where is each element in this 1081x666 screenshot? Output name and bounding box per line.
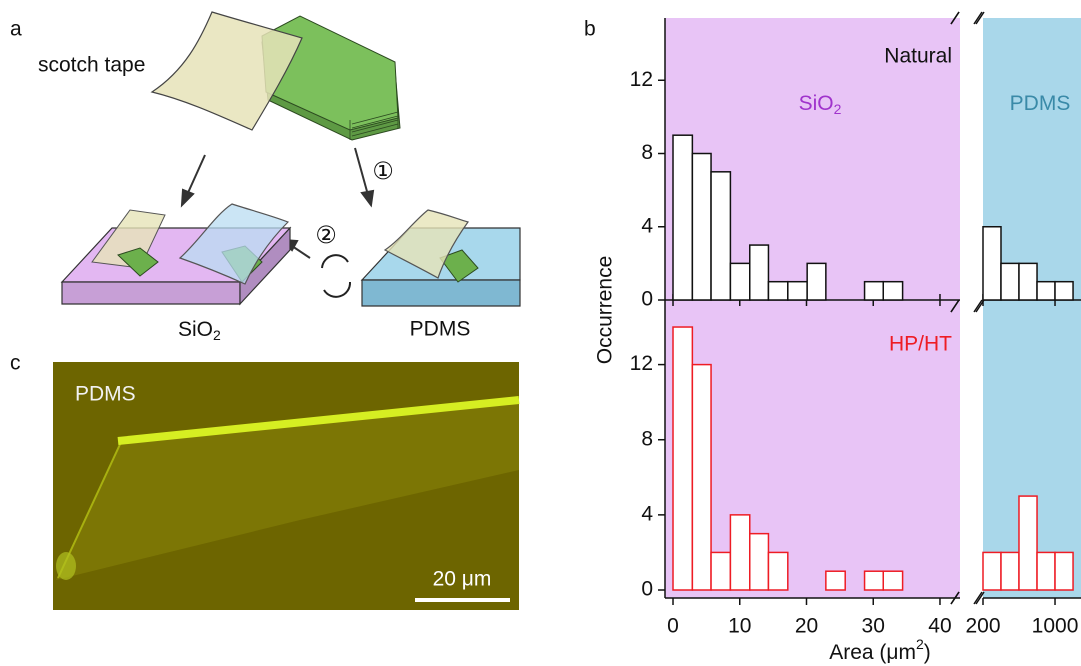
step-label: ②: [315, 221, 337, 249]
substrate-label: SiO: [178, 318, 213, 341]
histogram-bar: [710, 551, 732, 591]
substrate-label: SiO2: [178, 318, 221, 343]
x-tick-label: 20: [795, 615, 818, 638]
x-tick-label: 1000: [1032, 615, 1079, 638]
region-label: SiO2: [799, 92, 842, 117]
substrate-label: PDMS: [410, 318, 471, 341]
axis-break: [973, 11, 983, 25]
histogram-bar: [982, 226, 1002, 301]
histogram-bar: [1018, 495, 1038, 591]
panel-label: b: [584, 18, 596, 41]
y-tick-label: 8: [641, 141, 653, 164]
scale-bar-label: 20 μm: [433, 568, 492, 591]
histogram-bar: [1036, 280, 1056, 301]
x-axis-label: Area (μm2): [829, 636, 931, 664]
region-background: [665, 18, 960, 598]
panel-label: a: [10, 18, 22, 41]
x-axis-label: Area (μm: [829, 641, 916, 664]
histogram-bar: [787, 280, 808, 301]
y-tick-label: 8: [641, 427, 653, 450]
micrograph-label: PDMS: [75, 383, 136, 406]
y-tick-label: 0: [641, 578, 653, 601]
histogram-bar: [749, 244, 770, 301]
x-tick-label: 40: [928, 615, 951, 638]
histogram-bar: [1054, 551, 1074, 591]
histogram-bar: [672, 326, 694, 591]
substrate-label-sub: 2: [213, 327, 221, 343]
x-tick-label: 0: [667, 615, 679, 638]
histogram-bar: [767, 280, 789, 301]
histogram-bar: [1000, 551, 1020, 591]
y-tick-label: 12: [630, 352, 653, 375]
histogram-bar: [863, 280, 884, 301]
histogram-bar: [982, 551, 1002, 591]
axis-break: [973, 299, 983, 313]
histogram-bar: [882, 570, 904, 591]
histogram-bar: [825, 570, 846, 591]
axis-break: [950, 11, 960, 25]
histogram-bar: [1000, 262, 1020, 301]
histogram-bar: [882, 280, 904, 301]
histogram-bar: [767, 551, 789, 591]
histogram-bar: [691, 363, 712, 591]
axis-break: [975, 591, 985, 605]
histogram-bar: [729, 514, 751, 591]
histogram-bar: [672, 134, 694, 301]
annotation: Natural: [884, 45, 952, 68]
axis-break: [973, 591, 983, 605]
histogram-bar: [1036, 551, 1056, 591]
y-tick-label: 12: [630, 68, 653, 91]
histograms: 0 4 8 12 Natural SiO2 PDMS 0 4 8 12 0 10 20 30 40 200 100…: [630, 11, 1081, 638]
annotation: HP/HT: [889, 333, 952, 356]
panel-label: c: [10, 352, 21, 375]
tape-label: scotch tape: [38, 54, 145, 77]
x-tick-label: 200: [965, 615, 1000, 638]
step-label: ①: [372, 157, 394, 185]
y-tick-label: 4: [641, 502, 653, 525]
axis-break: [950, 299, 960, 313]
histogram-bar: [1054, 280, 1074, 301]
region-label: SiO: [799, 92, 834, 115]
histogram-bar: [806, 262, 827, 301]
exfoliation-diagram: scotch tape ① ② SiO2 PDMS: [38, 11, 521, 343]
region-label-sub: 2: [834, 101, 842, 117]
y-tick-label: 0: [641, 288, 653, 311]
histogram-bar: [863, 570, 884, 591]
y-axis-label: Occurrence: [594, 256, 617, 365]
histogram-bar: [1018, 262, 1038, 301]
x-tick-label: 30: [862, 615, 885, 638]
y-tick-label: 4: [641, 214, 653, 237]
histogram-bar: [691, 152, 712, 301]
histogram-bar: [729, 262, 751, 301]
region-label: PDMS: [1010, 92, 1071, 115]
histogram-bar: [710, 171, 732, 301]
histogram-bar: [749, 532, 770, 591]
region-label: PDMS: [1010, 92, 1071, 115]
x-axis-label-sup: 2: [916, 636, 924, 652]
x-axis-label: ): [924, 641, 931, 664]
x-tick-label: 10: [728, 615, 751, 638]
micrograph: PDMS 20 μm: [53, 362, 520, 610]
axis-break: [975, 11, 985, 25]
